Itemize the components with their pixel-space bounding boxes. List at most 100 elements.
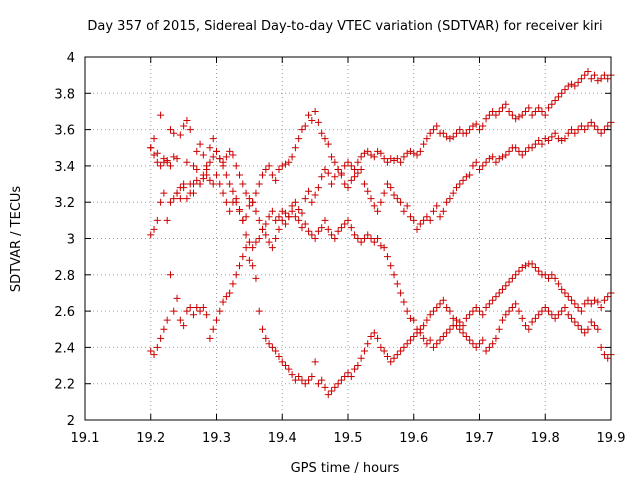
data-point xyxy=(347,176,355,184)
data-point xyxy=(591,71,599,79)
data-point xyxy=(354,158,362,166)
data-point xyxy=(479,162,487,170)
data-point xyxy=(150,225,158,233)
data-point xyxy=(406,336,414,344)
data-point xyxy=(157,198,165,206)
data-point xyxy=(206,334,214,342)
data-point xyxy=(531,140,539,148)
data-point xyxy=(252,189,260,197)
data-point xyxy=(564,311,572,319)
data-point xyxy=(439,129,447,137)
data-point xyxy=(193,147,201,155)
data-point xyxy=(472,303,480,311)
data-point xyxy=(479,336,487,344)
data-point xyxy=(298,126,306,134)
data-point xyxy=(324,169,332,177)
data-point xyxy=(393,280,401,288)
data-point xyxy=(305,187,313,195)
data-point xyxy=(587,318,595,326)
data-point xyxy=(176,316,184,324)
data-point xyxy=(495,107,503,115)
data-point xyxy=(541,135,549,143)
data-point xyxy=(334,380,342,388)
data-point xyxy=(571,300,579,308)
data-point xyxy=(170,153,178,161)
data-point xyxy=(393,195,401,203)
data-point xyxy=(508,274,516,282)
data-point xyxy=(278,358,286,366)
data-point xyxy=(597,343,605,351)
data-point xyxy=(584,296,592,304)
data-point xyxy=(390,156,398,164)
data-point xyxy=(561,86,569,94)
data-point xyxy=(242,213,250,221)
data-point xyxy=(393,351,401,359)
data-point xyxy=(328,153,336,161)
data-point xyxy=(324,225,332,233)
data-point xyxy=(196,140,204,148)
data-point xyxy=(545,307,553,315)
data-point xyxy=(594,325,602,333)
data-point xyxy=(370,153,378,161)
data-point xyxy=(400,298,408,306)
data-point xyxy=(347,224,355,232)
data-point xyxy=(476,307,483,315)
data-point xyxy=(239,253,247,261)
data-point xyxy=(436,300,444,308)
data-point xyxy=(236,262,244,270)
data-point xyxy=(426,129,434,137)
data-point xyxy=(508,303,516,311)
x-tick-label: 19.7 xyxy=(465,431,494,446)
data-point xyxy=(482,303,490,311)
data-point xyxy=(499,285,507,293)
data-point xyxy=(357,238,365,246)
data-point xyxy=(489,296,497,304)
data-point xyxy=(226,207,234,215)
data-point xyxy=(518,111,526,119)
data-point xyxy=(574,78,582,86)
data-point xyxy=(160,189,168,197)
data-point xyxy=(604,293,612,301)
data-point xyxy=(278,216,286,224)
data-point xyxy=(295,216,303,224)
data-point xyxy=(564,293,572,301)
data-point xyxy=(183,195,191,203)
data-point xyxy=(314,227,322,235)
data-point xyxy=(548,100,556,108)
data-point xyxy=(196,307,204,315)
data-point xyxy=(452,322,460,330)
data-point xyxy=(571,129,579,137)
data-point xyxy=(275,352,283,360)
data-point xyxy=(282,362,290,370)
data-point xyxy=(305,227,313,235)
data-point xyxy=(291,213,299,221)
data-point xyxy=(275,213,283,221)
data-point xyxy=(433,202,441,210)
x-tick-label: 19.3 xyxy=(202,431,231,446)
data-point xyxy=(160,155,168,163)
x-tick-label: 19.8 xyxy=(531,431,560,446)
data-point xyxy=(551,129,559,137)
data-point xyxy=(604,75,612,83)
data-point xyxy=(249,262,257,270)
data-point xyxy=(577,307,585,315)
x-tick-label: 19.4 xyxy=(268,431,297,446)
data-point xyxy=(416,220,424,228)
data-point xyxy=(331,383,339,391)
data-point xyxy=(383,158,391,166)
data-point xyxy=(581,329,589,337)
data-point xyxy=(153,216,161,224)
data-point xyxy=(209,153,217,161)
data-point xyxy=(574,303,582,311)
data-point xyxy=(203,311,211,319)
data-point xyxy=(594,298,602,306)
data-point xyxy=(439,296,447,304)
data-point xyxy=(196,180,204,188)
data-point xyxy=(222,198,230,206)
data-point xyxy=(351,365,359,373)
data-point xyxy=(466,126,474,134)
data-point xyxy=(423,135,431,143)
data-point xyxy=(311,358,319,366)
